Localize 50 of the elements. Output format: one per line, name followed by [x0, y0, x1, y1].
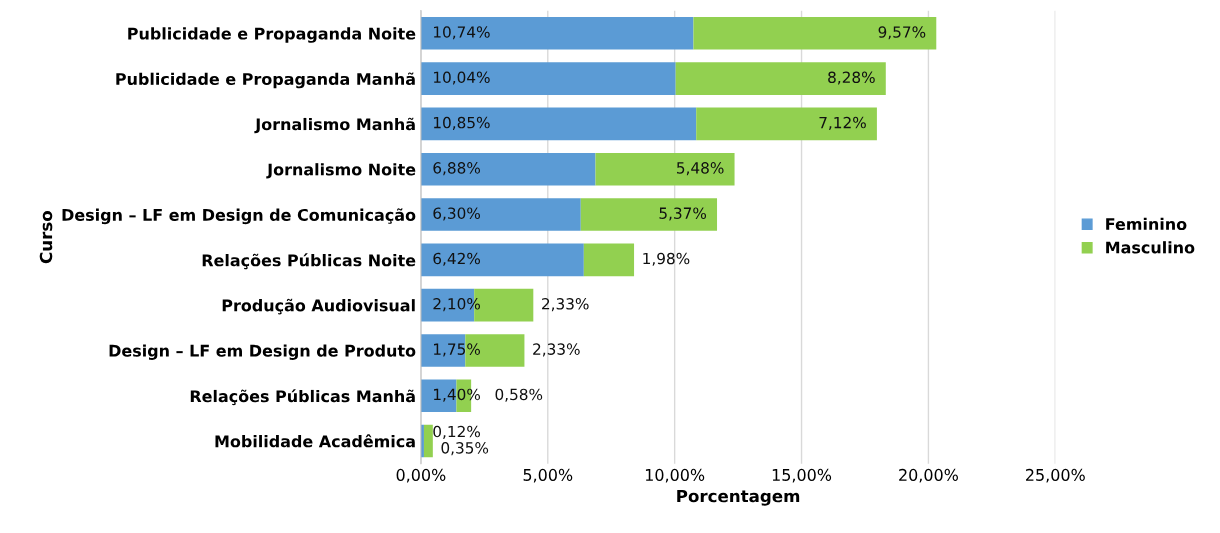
- y-tick-label: Relações Públicas Noite: [202, 253, 416, 270]
- data-label: 10,74%: [434, 26, 490, 40]
- y-tick-label: Mobilidade Acadêmica: [215, 434, 415, 448]
- x-tick-label: 10,00%: [645, 468, 705, 483]
- bar: [420, 62, 676, 95]
- bar: [420, 152, 596, 186]
- bar: [580, 198, 718, 231]
- bar: [420, 107, 697, 141]
- y-tick-label: Jornalismo Noite: [266, 163, 416, 179]
- y-tick-label: Publicidade e Propaganda Manhã: [116, 72, 415, 89]
- data-label: 10,85%: [434, 116, 490, 130]
- legend-label: Masculino: [1106, 241, 1195, 254]
- y-tick-label: Design – LF em Design de Produto: [109, 344, 416, 360]
- data-label: 8,28%: [828, 71, 875, 85]
- y-tick-label: Design – LF em Design de Comunicação: [62, 208, 416, 225]
- legend-label: Feminino: [1106, 217, 1187, 231]
- data-label: 1,98%: [643, 252, 690, 266]
- data-label: 5,37%: [659, 207, 707, 221]
- x-tick-label: 15,00%: [772, 468, 832, 483]
- x-tick-label: 0,00%: [396, 468, 446, 483]
- data-label: 7,12%: [819, 116, 866, 130]
- bar: [583, 243, 635, 277]
- bar: [420, 17, 694, 50]
- data-label: 0,35%: [441, 442, 489, 456]
- bar: [675, 62, 886, 95]
- x-axis-title: Porcentagem: [677, 489, 800, 506]
- bar: [696, 107, 877, 141]
- bar: [693, 17, 937, 50]
- x-tick-label: 20,00%: [899, 468, 958, 483]
- y-tick-label: Relações Públicas Manhã: [190, 389, 415, 406]
- data-label: 0,58%: [495, 388, 543, 402]
- data-label: 2,33%: [533, 343, 580, 357]
- y-tick-label: Publicidade e Propaganda Noite: [128, 27, 416, 43]
- data-label: 2,33%: [542, 298, 589, 312]
- data-label: 10,04%: [434, 71, 490, 85]
- data-label: 0,12%: [433, 425, 481, 439]
- data-label: 6,42%: [433, 252, 481, 266]
- y-tick-label: Produção Audiovisual: [222, 298, 415, 315]
- bar: [423, 424, 433, 458]
- y-axis-title: Curso: [39, 211, 53, 264]
- bar: [595, 152, 735, 186]
- data-label: 5,48%: [677, 162, 724, 176]
- x-tick-label: 5,00%: [523, 468, 573, 483]
- x-tick-label: 25,00%: [1026, 468, 1085, 483]
- data-label: 9,57%: [878, 26, 926, 40]
- data-label: 6,30%: [433, 207, 481, 221]
- data-label: 6,88%: [433, 162, 481, 176]
- bar: [420, 198, 581, 231]
- bar: [420, 243, 584, 277]
- y-tick-label: Jornalismo Manhã: [254, 117, 415, 134]
